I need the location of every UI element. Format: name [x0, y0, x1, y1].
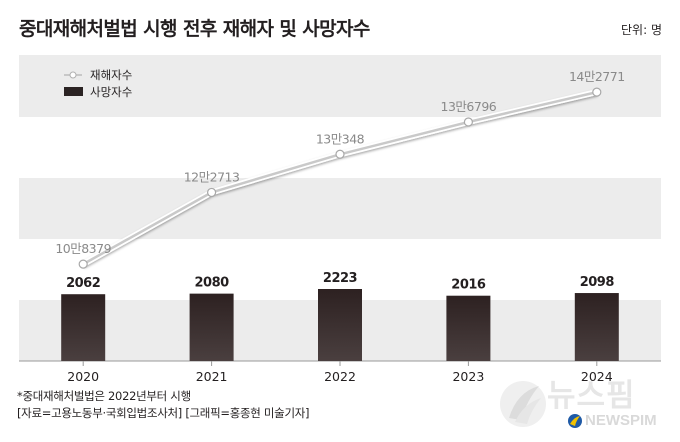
line-value-label-2024: 14만2771 — [569, 69, 625, 84]
x-tick-label-2024: 2024 — [581, 369, 613, 384]
line-point-2022 — [335, 149, 345, 159]
logo-text-korean: 뉴스핌 — [547, 378, 636, 414]
bar-series: 2062 2080 2223 2016 2098 — [61, 271, 619, 361]
line-value-label-2022: 13만348 — [316, 131, 365, 146]
bar-2021 — [189, 293, 234, 361]
line-point-2021 — [207, 187, 217, 198]
bar-value-label-2023: 2016 — [451, 278, 486, 293]
footnote-line-1: *중대재해처벌법은 2022년부터 시행 — [17, 389, 191, 403]
x-tick-label-2021: 2021 — [196, 369, 228, 384]
bar-value-label-2020: 2062 — [66, 276, 100, 291]
logo-text-english: NEWSPIM — [585, 412, 657, 429]
line-value-label-2021: 12만2713 — [184, 169, 240, 184]
legend-line-marker-dot — [69, 71, 77, 79]
logo-small-emblem-icon — [568, 414, 582, 428]
bar-value-label-2021: 2080 — [195, 276, 230, 291]
bar-2024 — [574, 293, 619, 361]
line-point-2020 — [78, 259, 88, 269]
line-value-label-2020: 10만8379 — [55, 241, 111, 256]
legend-line-label: 재해자수 — [90, 68, 132, 82]
line-value-label-2023: 13만6796 — [441, 99, 497, 114]
footnote: *중대재해처벌법은 2022년부터 시행 [자료=고용노동부·국회입법조사처] … — [17, 388, 310, 422]
legend-bar-marker — [64, 87, 83, 96]
line-series: 10만8379 12만2713 13만348 13만6796 14만2771 — [55, 69, 625, 269]
legend-bar-label: 사망자수 — [90, 85, 132, 99]
line-point-2023 — [463, 117, 473, 127]
bar-value-label-2024: 2098 — [580, 275, 615, 290]
bar-2020 — [61, 294, 106, 361]
logo-emblem-icon — [500, 381, 546, 427]
x-tick-label-2022: 2022 — [324, 369, 356, 384]
legend: 재해자수 사망자수 — [64, 68, 132, 99]
bar-value-label-2022: 2223 — [323, 271, 358, 286]
x-tick-label-2020: 2020 — [67, 369, 99, 384]
x-axis-ticks: 2020 2021 2022 2023 2024 — [67, 361, 613, 384]
grid-band-1 — [19, 55, 661, 117]
footnote-line-2: [자료=고용노동부·국회입법조사처] [그래픽=홍종현 미술기자] — [17, 406, 310, 420]
chart-title: 중대재해처벌법 시행 전후 재해자 및 사망자수 — [19, 18, 370, 40]
bar-2023 — [446, 295, 491, 361]
unit-label: 단위: 명 — [621, 23, 662, 37]
newspim-logo: 뉴스핌 NEWSPIM — [497, 372, 673, 438]
x-tick-label-2023: 2023 — [452, 369, 484, 384]
line-point-2024 — [592, 87, 602, 97]
grid-band-2 — [19, 178, 661, 239]
bar-2022 — [318, 289, 362, 361]
